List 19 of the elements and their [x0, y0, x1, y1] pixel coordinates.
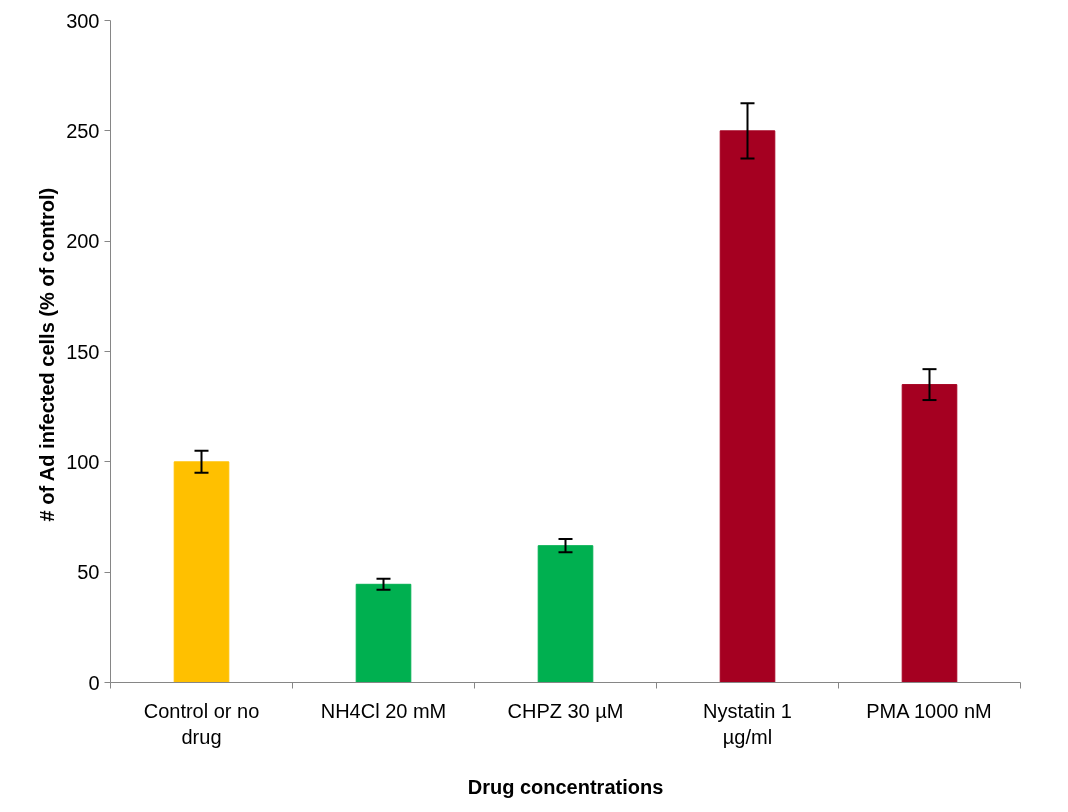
y-tick-label: 150: [66, 340, 100, 363]
bar: [719, 130, 776, 683]
bar: [537, 545, 594, 683]
bar: [355, 583, 412, 683]
bar: [173, 461, 230, 683]
x-axis-title: Drug concentrations: [467, 775, 664, 798]
y-axis-title: # of Ad infected cells (% of control): [36, 187, 59, 522]
x-tick-label: PMA 1000 nM: [866, 699, 992, 722]
y-tick-label: 300: [66, 9, 100, 32]
y-tick-label: 200: [66, 230, 100, 253]
x-tick-label: Control or no drug: [143, 699, 260, 748]
y-tick-label: 50: [77, 561, 100, 584]
x-tick-label: CHPZ 30 µM: [507, 699, 624, 722]
y-tick-label: 0: [88, 671, 100, 694]
bar: [901, 384, 958, 683]
x-tick-label: Nystatin 1 µg/ml: [703, 699, 792, 748]
y-tick-label: 250: [66, 119, 100, 142]
y-tick-label: 100: [66, 450, 100, 473]
x-tick-label: NH4Cl 20 mM: [320, 699, 447, 722]
